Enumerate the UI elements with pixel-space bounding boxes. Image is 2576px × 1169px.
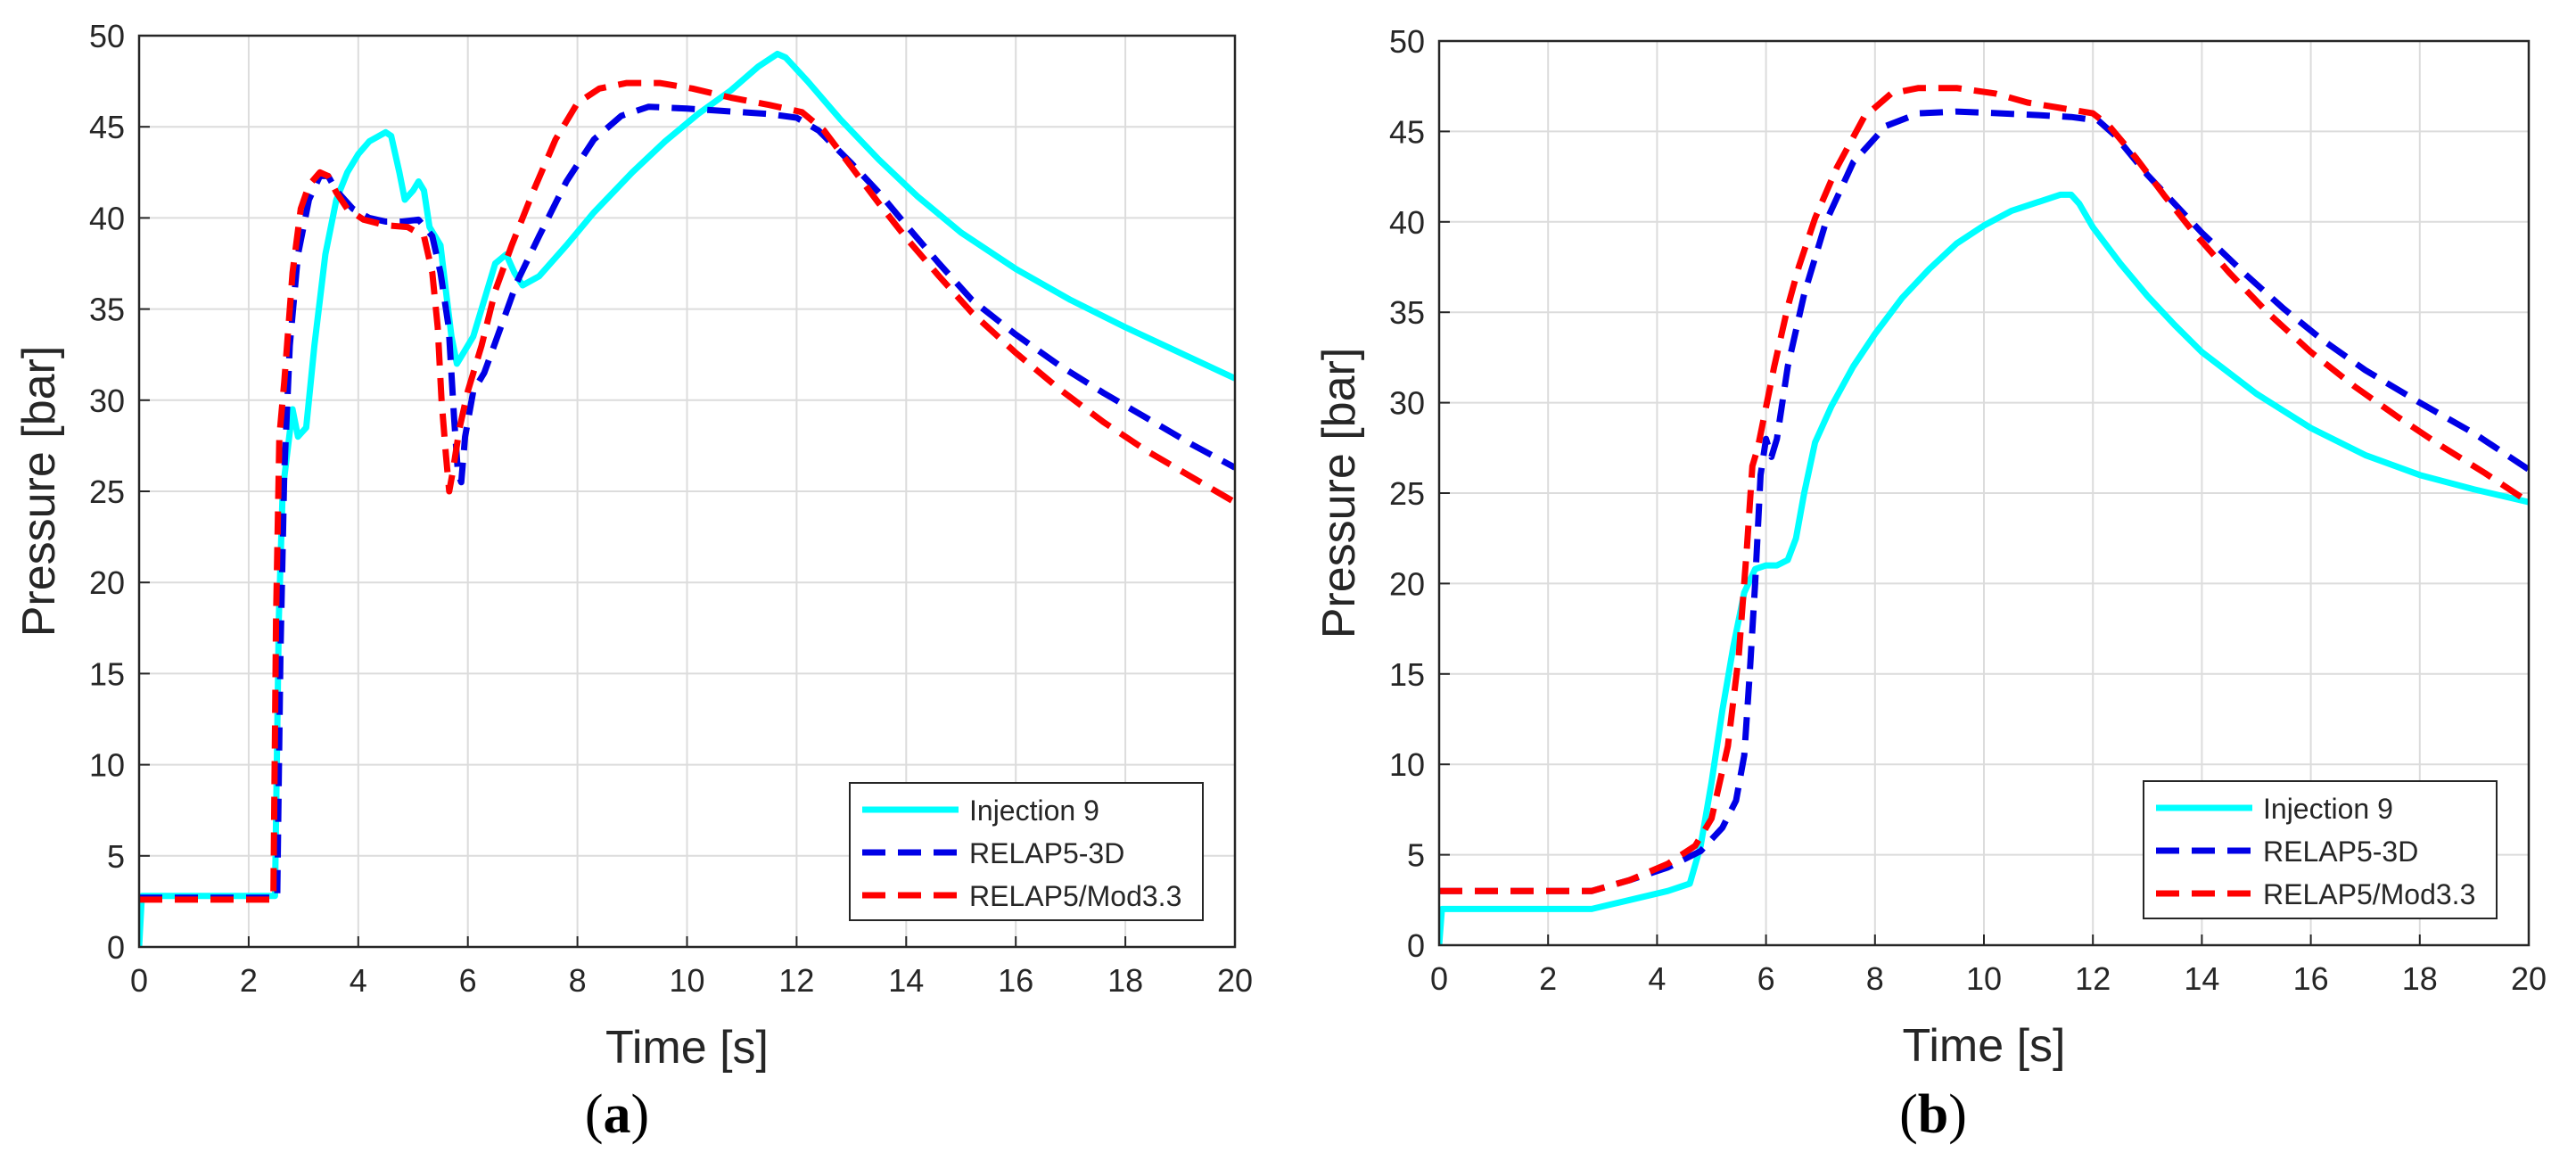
x-axis-label: Time [s] [605, 1022, 769, 1074]
y-tick-label: 50 [1389, 23, 1425, 60]
x-tick-label: 8 [1866, 960, 1884, 997]
chart-panel-b: 0 2 4 6 8 10 12 14 16 18 20 0 5 10 15 20 25 30 35 40 45 50 Tim… [1313, 23, 2547, 1072]
y-tick-label: 20 [1389, 565, 1425, 602]
legend-label: Injection 9 [2263, 793, 2393, 825]
y-tick-label: 50 [89, 18, 125, 54]
x-tick-label: 14 [888, 962, 924, 999]
series-line-relap5-3d [139, 103, 1235, 901]
x-tick-label: 20 [1217, 962, 1253, 999]
legend-label: RELAP5/Mod3.3 [969, 880, 1181, 912]
y-tick-label: 40 [89, 200, 125, 236]
series-line-injection-9 [1439, 191, 2529, 946]
y-tick-label: 35 [1389, 294, 1425, 331]
x-tick-label: 20 [2511, 960, 2547, 997]
y-tick-label: 25 [89, 473, 125, 510]
legend-label: RELAP5-3D [969, 837, 1124, 869]
y-tick-label: 25 [1389, 475, 1425, 512]
x-tick-label: 4 [1648, 960, 1666, 997]
x-tick-label: 2 [240, 962, 258, 999]
legend-label: RELAP5-3D [2263, 836, 2418, 868]
x-tick-label: 6 [1757, 960, 1775, 997]
x-tick-label: 18 [2402, 960, 2438, 997]
x-tick-label: 10 [1966, 960, 2002, 997]
y-tick-label: 40 [1389, 204, 1425, 241]
legend: Injection 9 RELAP5-3D RELAP5/Mod3.3 [2143, 780, 2498, 919]
x-axis-label: Time [s] [1903, 1020, 2066, 1072]
x-tick-label: 2 [1539, 960, 1557, 997]
y-tick-label: 35 [89, 292, 125, 328]
y-axis-label: Pressure [bar] [1313, 348, 1365, 639]
y-tick-label: 20 [89, 564, 125, 601]
x-tick-label: 10 [669, 962, 704, 999]
x-tick-label: 16 [2293, 960, 2329, 997]
x-tick-label: 4 [350, 962, 367, 999]
y-tick-label: 5 [1407, 837, 1425, 874]
y-tick-label: 30 [1389, 385, 1425, 422]
series-line-injection-9 [139, 50, 1235, 948]
y-tick-label: 15 [89, 655, 125, 692]
x-tick-label: 12 [778, 962, 814, 999]
legend: Injection 9 RELAP5-3D RELAP5/Mod3.3 [849, 782, 1204, 921]
x-tick-label: 6 [459, 962, 477, 999]
series-line-relap5-mod3-3 [1439, 85, 2529, 894]
panel-label-b: (b) [1899, 1084, 1967, 1145]
y-tick-label: 10 [89, 747, 125, 784]
y-tick-label: 10 [1389, 746, 1425, 783]
y-tick-label: 5 [107, 838, 125, 875]
y-tick-label: 30 [89, 383, 125, 419]
x-tick-label: 0 [130, 962, 148, 999]
legend-label: Injection 9 [969, 794, 1099, 827]
panel-label-a: (a) [584, 1084, 650, 1145]
y-tick-label: 45 [89, 109, 125, 145]
axes-box [137, 34, 1237, 949]
x-tick-label: 0 [1430, 960, 1448, 997]
x-tick-label: 12 [2075, 960, 2111, 997]
chart-panel-a: 0 2 4 6 8 10 12 14 16 18 20 0 5 10 15 20 25 30 35 40 45 50 Tim… [13, 18, 1253, 1074]
y-tick-label: 0 [1407, 927, 1425, 964]
legend-label: RELAP5/Mod3.3 [2263, 878, 2475, 910]
y-tick-label: 15 [1389, 656, 1425, 693]
x-tick-label: 18 [1107, 962, 1143, 999]
axes-box [1437, 39, 2531, 947]
y-tick-label: 45 [1389, 113, 1425, 150]
x-tick-label: 14 [2184, 960, 2219, 997]
x-tick-label: 8 [569, 962, 587, 999]
y-tick-label: 0 [107, 929, 125, 966]
x-tick-label: 16 [998, 962, 1033, 999]
series-line-relap5-mod3-3 [139, 79, 1235, 903]
y-axis-label: Pressure [bar] [13, 346, 65, 638]
